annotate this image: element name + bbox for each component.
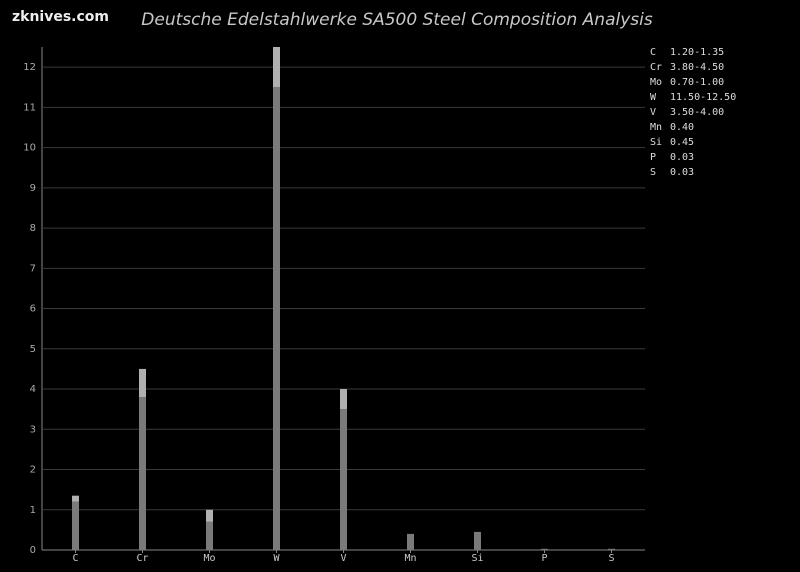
bar-range [273,47,280,88]
legend-element: Mo [650,77,662,88]
y-tick-label: 6 [30,304,36,315]
legend-value: 0.70-1.00 [670,77,724,88]
y-tick-label: 0 [30,545,36,556]
bar-range [206,509,213,522]
y-tick-label: 11 [23,102,36,113]
legend-value: 11.50-12.50 [670,92,736,103]
y-tick-label: 8 [30,223,36,234]
legend-value: 3.80-4.50 [670,62,724,73]
bar-low [541,548,548,550]
legend-value: 0.45 [670,137,694,148]
legend-element: S [650,167,656,178]
x-tick-label: Mn [404,553,416,564]
y-tick-label: 2 [30,465,36,476]
chart-title: Deutsche Edelstahlwerke SA500 Steel Comp… [141,10,653,30]
y-tick-label: 1 [30,505,36,516]
bar-range [340,389,347,410]
bar-low [206,521,213,550]
x-tick-label: W [273,553,280,564]
legend-element: Cr [650,62,662,73]
y-tick-label: 5 [30,344,36,355]
bar-low [139,397,146,550]
legend-value: 0.03 [670,152,694,163]
legend-value: 1.20-1.35 [670,47,724,58]
legend-element: C [650,47,656,58]
y-tick-label: 12 [23,62,36,73]
x-tick-label: Mo [203,553,215,564]
legend-value: 0.40 [670,122,694,133]
bar-low [474,531,481,550]
site-label: zknives.com [12,9,109,25]
x-tick-label: Si [471,553,483,564]
legend-value: 0.03 [670,167,694,178]
bar-range [72,495,79,502]
legend-element: Si [650,137,662,148]
y-tick-label: 9 [30,183,36,194]
bar-low [340,409,347,550]
x-tick-label: C [72,553,78,564]
y-tick-label: 7 [30,263,36,274]
x-tick-label: V [340,553,346,564]
legend-element: V [650,107,656,118]
legend-element: P [650,152,656,163]
y-tick-label: 10 [23,143,36,154]
x-tick-label: Cr [136,553,148,564]
legend-value: 3.50-4.00 [670,107,724,118]
y-tick-label: 4 [30,384,36,395]
legend-element: W [650,92,657,103]
bar-low [407,533,414,550]
bar-low [273,87,280,551]
bar-range [139,368,146,398]
x-tick-label: P [541,553,547,564]
legend-element: Mn [650,122,662,133]
y-tick-label: 3 [30,424,36,435]
bar-low [72,501,79,550]
bar-low [608,548,615,550]
x-tick-label: S [608,553,614,564]
